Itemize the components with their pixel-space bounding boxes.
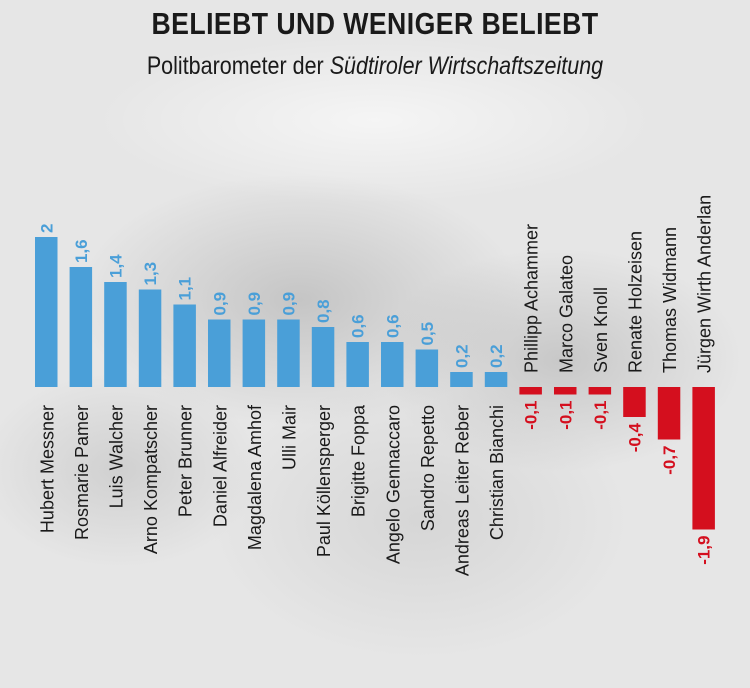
bar-1 (35, 237, 58, 387)
category-label-10: Brigitte Foppa (349, 404, 369, 517)
category-label-18: Renate Holzeisen (625, 231, 645, 373)
category-label-12: Sandro Repetto (418, 405, 438, 531)
value-label-20: -1,9 (695, 536, 714, 565)
value-label-7: 0,9 (245, 292, 264, 316)
value-label-17: -0,1 (591, 401, 610, 430)
category-label-8: Ulli Mair (279, 405, 299, 470)
bar-15 (519, 387, 542, 395)
category-label-4: Arno Kompatscher (141, 405, 161, 554)
category-label-1: Hubert Messner (37, 405, 57, 533)
bar-16 (554, 387, 577, 395)
chart-subtitle: Politbarometer der Südtiroler Wirtschaft… (53, 52, 698, 81)
category-label-16: Marco Galateo (556, 255, 576, 373)
value-label-14: 0,2 (487, 344, 506, 368)
category-label-11: Angelo Gennaccaro (383, 405, 403, 564)
bar-17 (588, 387, 612, 395)
bar-5 (173, 304, 196, 387)
category-label-20: Jürgen Wirth Anderlan (695, 195, 715, 373)
value-label-15: -0,1 (522, 401, 541, 430)
category-label-2: Rosmarie Pamer (72, 405, 92, 540)
bar-4 (138, 289, 162, 387)
category-label-3: Luis Walcher (106, 405, 126, 508)
value-label-5: 1,1 (176, 277, 195, 301)
bar-19 (657, 387, 681, 440)
category-label-9: Paul Köllensperger (314, 405, 334, 557)
bar-11 (381, 342, 404, 387)
value-label-10: 0,6 (349, 314, 368, 338)
value-label-11: 0,6 (383, 314, 402, 338)
value-label-9: 0,8 (314, 299, 333, 323)
value-label-16: -0,1 (556, 401, 575, 430)
bar-20 (692, 387, 715, 530)
value-label-6: 0,9 (210, 292, 229, 316)
category-label-5: Peter Brunner (176, 405, 196, 517)
value-label-8: 0,9 (279, 292, 298, 316)
value-label-2: 1,6 (72, 239, 91, 263)
chart-title: BELIEBT UND WENIGER BELIEBT (151, 6, 599, 41)
value-label-4: 1,3 (141, 262, 160, 286)
value-label-3: 1,4 (106, 254, 125, 278)
bar-8 (277, 319, 300, 387)
bar-2 (69, 267, 93, 387)
subtitle-prefix: Politbarometer der (146, 52, 330, 80)
category-label-7: Magdalena Amhof (245, 404, 265, 550)
category-label-15: Phillipp Achammer (522, 224, 542, 373)
bar-10 (346, 342, 369, 387)
category-label-17: Sven Knoll (591, 287, 611, 373)
bar-12 (415, 349, 439, 387)
value-label-12: 0,5 (418, 322, 437, 346)
value-label-1: 2 (37, 224, 56, 233)
bar-13 (450, 372, 473, 387)
bar-9 (311, 327, 335, 387)
subtitle-source: Südtiroler Wirtschaftszeitung (329, 52, 604, 80)
category-label-13: Andreas Leiter Reber (452, 405, 472, 576)
category-label-19: Thomas Widmann (660, 227, 680, 373)
value-label-13: 0,2 (452, 344, 471, 368)
value-label-19: -0,7 (660, 446, 679, 475)
bar-7 (242, 319, 266, 387)
category-label-6: Daniel Alfreider (210, 405, 230, 527)
bar-3 (104, 282, 127, 387)
category-label-14: Christian Bianchi (487, 405, 507, 540)
bar-18 (623, 387, 646, 417)
bar-6 (208, 319, 231, 387)
bar-14 (484, 372, 508, 387)
value-label-18: -0,4 (625, 422, 644, 452)
